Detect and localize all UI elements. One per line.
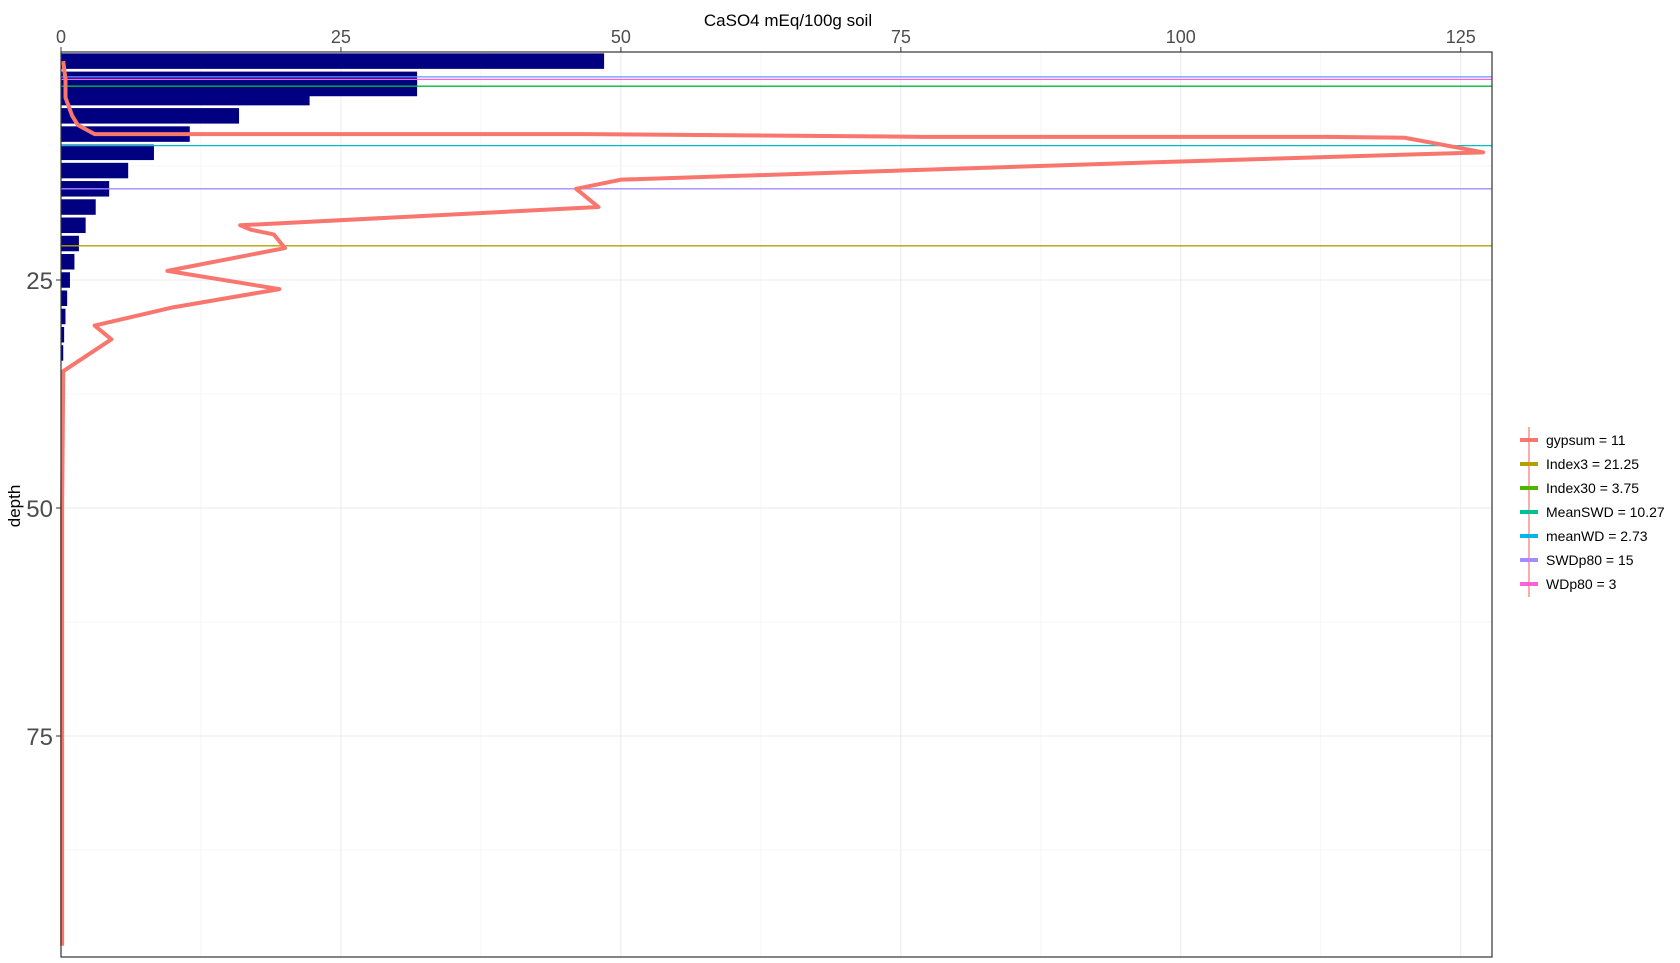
legend-label: gypsum = 11 xyxy=(1546,432,1626,448)
bar xyxy=(61,144,154,161)
bar xyxy=(61,89,310,106)
bar xyxy=(61,235,79,252)
x-tick-label: 0 xyxy=(56,27,66,47)
y-axis: 25 50 75 xyxy=(26,268,61,751)
legend-label: Index3 = 21.25 xyxy=(1546,456,1639,472)
x-tick-label: 50 xyxy=(611,27,631,47)
x-tick-label: 25 xyxy=(331,27,351,47)
y-tick-label: 75 xyxy=(26,724,53,751)
bar xyxy=(61,108,240,124)
x-axis: 0 25 50 75 100 125 xyxy=(56,27,1476,52)
bar xyxy=(61,217,86,234)
gypsum-profile xyxy=(60,60,1486,946)
bar xyxy=(61,326,65,343)
bar xyxy=(61,308,66,325)
x-tick-label: 125 xyxy=(1446,27,1476,47)
bar xyxy=(61,290,68,306)
bar xyxy=(61,199,96,215)
legend-label: Index30 = 3.75 xyxy=(1546,480,1639,496)
y-tick-label: 50 xyxy=(26,496,53,523)
y-tick-label: 25 xyxy=(26,268,53,295)
y-axis-label: depth xyxy=(5,485,24,528)
bar xyxy=(61,53,605,69)
x-tick-label: 100 xyxy=(1166,27,1196,47)
chart-title: CaSO4 mEq/100g soil xyxy=(704,11,872,30)
legend-label: MeanSWD = 10.27 xyxy=(1546,504,1665,520)
legend-label: WDp80 = 3 xyxy=(1546,576,1617,592)
reference-lines xyxy=(61,76,1492,247)
bar xyxy=(61,254,75,270)
plot-panel-border xyxy=(60,51,1493,958)
legend-label: SWDp80 = 15 xyxy=(1546,552,1634,568)
x-tick-label: 75 xyxy=(891,27,911,47)
bar xyxy=(61,272,70,288)
grid xyxy=(60,52,1492,957)
bar xyxy=(61,162,129,179)
bar xyxy=(61,345,64,361)
gypsum-line xyxy=(60,60,1486,946)
legend: gypsum = 11 Index3 = 21.25 Index30 = 3.75 M… xyxy=(1520,427,1665,597)
bar-series xyxy=(61,53,605,361)
legend-label: meanWD = 2.73 xyxy=(1546,528,1648,544)
